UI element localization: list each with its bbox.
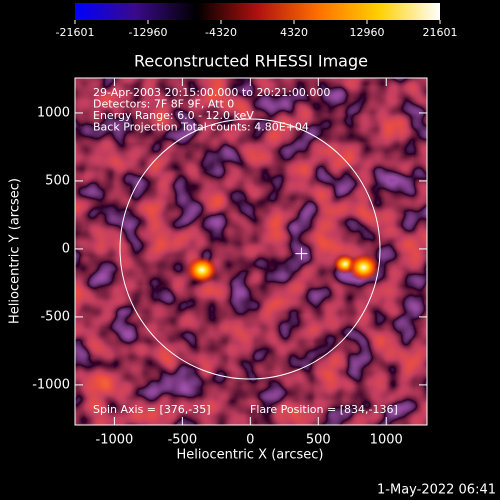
solar-limb	[119, 118, 381, 380]
x-axis-label: Heliocentric X (arcsec)	[177, 448, 324, 463]
annotation: Energy Range: 6.0 - 12.0 keV	[93, 109, 254, 122]
colorbar-tick-label: -12960	[129, 26, 168, 39]
source-blob	[186, 256, 218, 284]
x-tick-label: -500	[168, 433, 198, 448]
y-tick-label: -1000	[32, 377, 70, 392]
x-tick-label: 500	[306, 433, 331, 448]
spin-axis-label: Spin Axis = [376,-35]	[93, 403, 211, 416]
y-tick-label: 500	[45, 173, 70, 188]
image-texture	[75, 78, 427, 425]
colorbar-tick-label: 12960	[349, 26, 384, 39]
y-tick-label: -500	[40, 309, 70, 324]
flare-source	[347, 253, 380, 282]
chart-title: Reconstructed RHESSI Image	[134, 52, 368, 71]
y-tick-label: 1000	[37, 105, 70, 120]
y-axis-label: Heliocentric Y (arcsec)	[8, 178, 23, 324]
annotation: Back Projection Total counts: 4.80E+04	[93, 121, 309, 134]
colorbar-tick-label: 4320	[280, 26, 308, 39]
image	[75, 78, 427, 425]
x-tick-label: 1000	[370, 433, 403, 448]
colorbar-tick-label: 21601	[423, 26, 458, 39]
timestamp: 1-May-2022 06:41	[377, 483, 496, 498]
spin-axis-marker	[295, 247, 308, 260]
plot-frame	[74, 77, 428, 426]
colorbar	[75, 3, 440, 20]
annotation: Detectors: 7F 8F 9F, Att 0	[93, 98, 234, 111]
flare-position-label: Flare Position = [834,-136]	[250, 403, 398, 416]
y-tick-label: 0	[62, 241, 70, 256]
colorbar-tick-label: -4320	[205, 26, 237, 39]
x-tick-label: -1000	[96, 433, 134, 448]
colorbar-tick-label: -21601	[56, 26, 95, 39]
x-tick-label: 0	[246, 433, 254, 448]
annotation: 29-Apr-2003 20:15:00.000 to 20:21:00.000	[93, 86, 330, 99]
